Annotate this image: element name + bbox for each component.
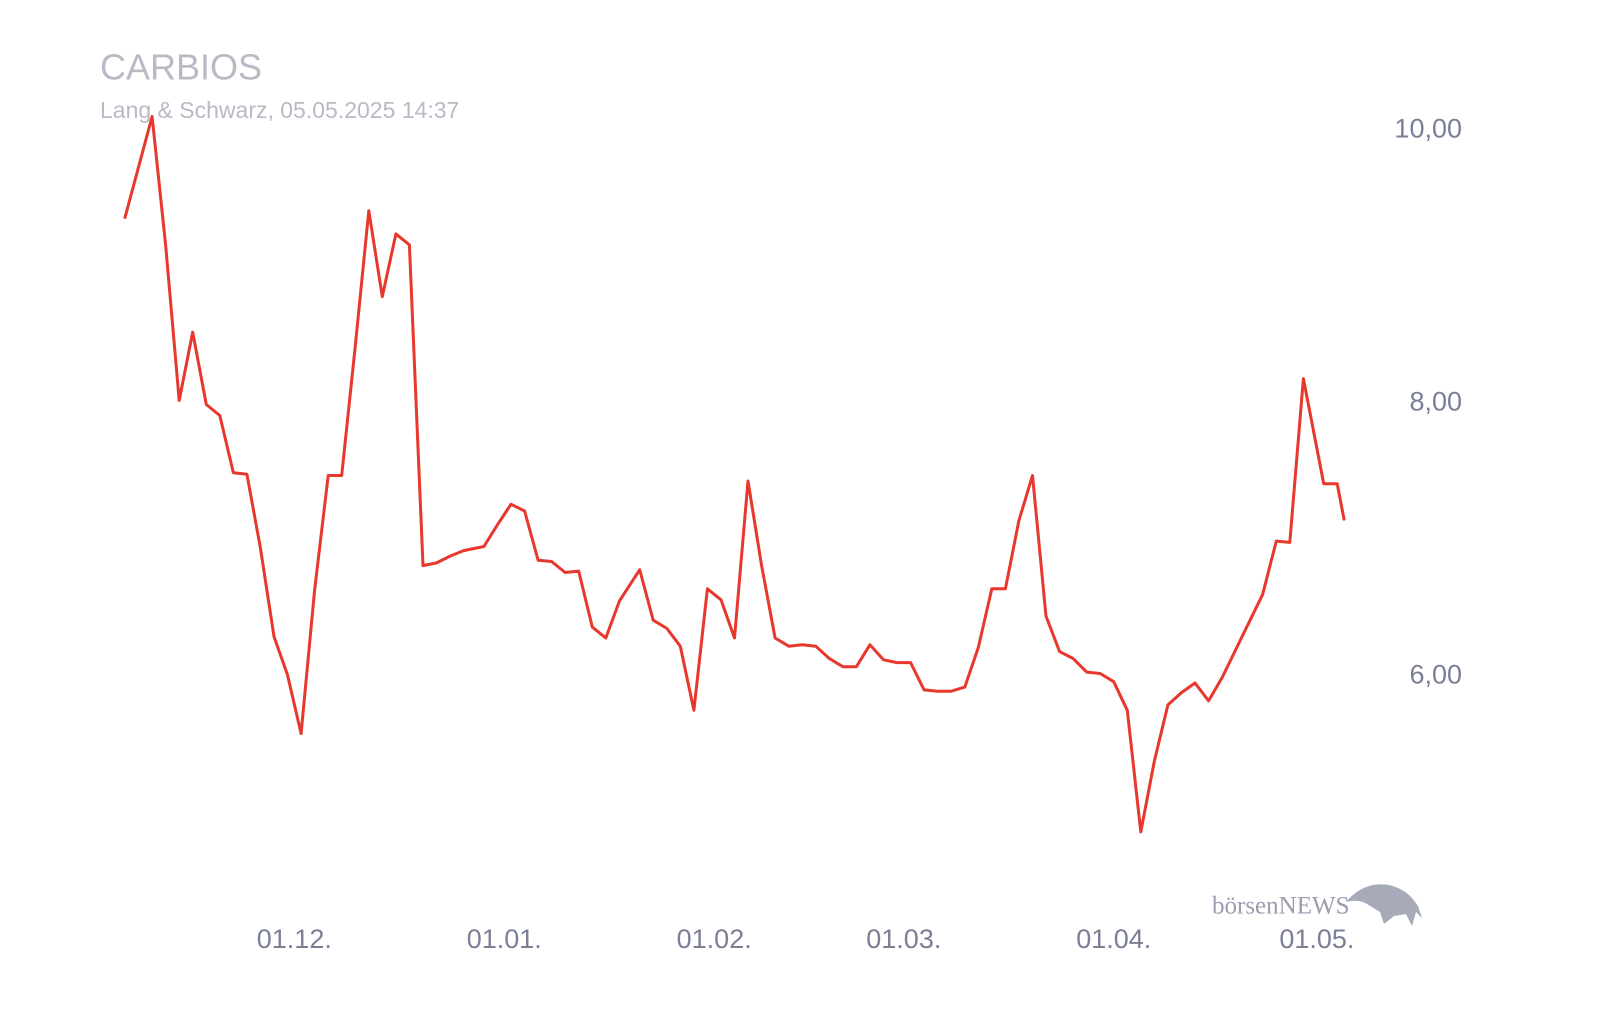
x-tick-label: 01.01. — [467, 924, 542, 954]
y-tick-label: 6,00 — [1409, 659, 1462, 689]
price-line — [123, 115, 1346, 834]
x-tick-label: 01.03. — [866, 924, 941, 954]
chart-subtitle: Lang & Schwarz, 05.05.2025 14:37 — [100, 97, 459, 123]
brand-logo: börsenNEWS — [1212, 884, 1422, 926]
x-tick-label: 01.04. — [1076, 924, 1151, 954]
x-tick-label: 01.05. — [1279, 924, 1354, 954]
brand-text: börsenNEWS — [1212, 893, 1349, 920]
x-tick-label: 01.02. — [677, 924, 752, 954]
y-tick-label: 10,00 — [1394, 113, 1462, 143]
y-tick-label: 8,00 — [1409, 386, 1462, 416]
brand-bull — [1346, 884, 1422, 926]
chart-title: CARBIOS — [100, 47, 262, 88]
x-tick-label: 01.12. — [257, 924, 332, 954]
